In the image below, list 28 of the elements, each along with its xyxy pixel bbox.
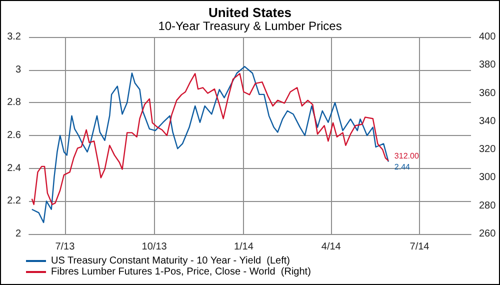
y-tick-label: 2.4: [7, 162, 22, 174]
legend-label: Fibres Lumber Futures 1-Pos, Price, Close - World (Right): [51, 266, 311, 278]
legend-label: US Treasury Constant Maturity - 10 Year - Yield (Left): [51, 256, 290, 266]
y2-tick-label: 280: [479, 200, 496, 212]
y2-tick-label: 320: [479, 144, 496, 156]
y2-tick-label: 400: [479, 32, 496, 42]
y-tick-label: 3.2: [7, 32, 22, 42]
data-label: 312.00: [394, 151, 420, 160]
x-tick-label: 4/14: [321, 242, 342, 252]
x-tick-label: 7/13: [55, 242, 76, 252]
x-tick-label: 10/13: [142, 242, 168, 252]
y2-tick-label: 380: [479, 60, 496, 71]
y-tick-label: 2.6: [7, 130, 22, 141]
y2-tick-label: 260: [479, 228, 496, 240]
line-series: [31, 72, 390, 206]
y2-tick-label: 300: [479, 172, 496, 184]
y-tick-label: 2.8: [7, 97, 22, 108]
chart-subtitle: 10-Year Treasury & Lumber Prices: [158, 19, 342, 33]
chart-title: United States: [208, 5, 292, 20]
y2-tick-label: 340: [479, 116, 496, 127]
line-series: [31, 66, 390, 224]
data-label: 2.44: [394, 162, 411, 172]
y2-tick-label: 360: [479, 88, 496, 99]
x-tick-label: 7/14: [410, 242, 430, 252]
x-tick-label: 1/14: [234, 242, 254, 252]
y-tick-label: 3: [15, 64, 22, 76]
y-tick-label: 2: [15, 228, 22, 240]
y-tick-label: 2.2: [7, 196, 22, 207]
